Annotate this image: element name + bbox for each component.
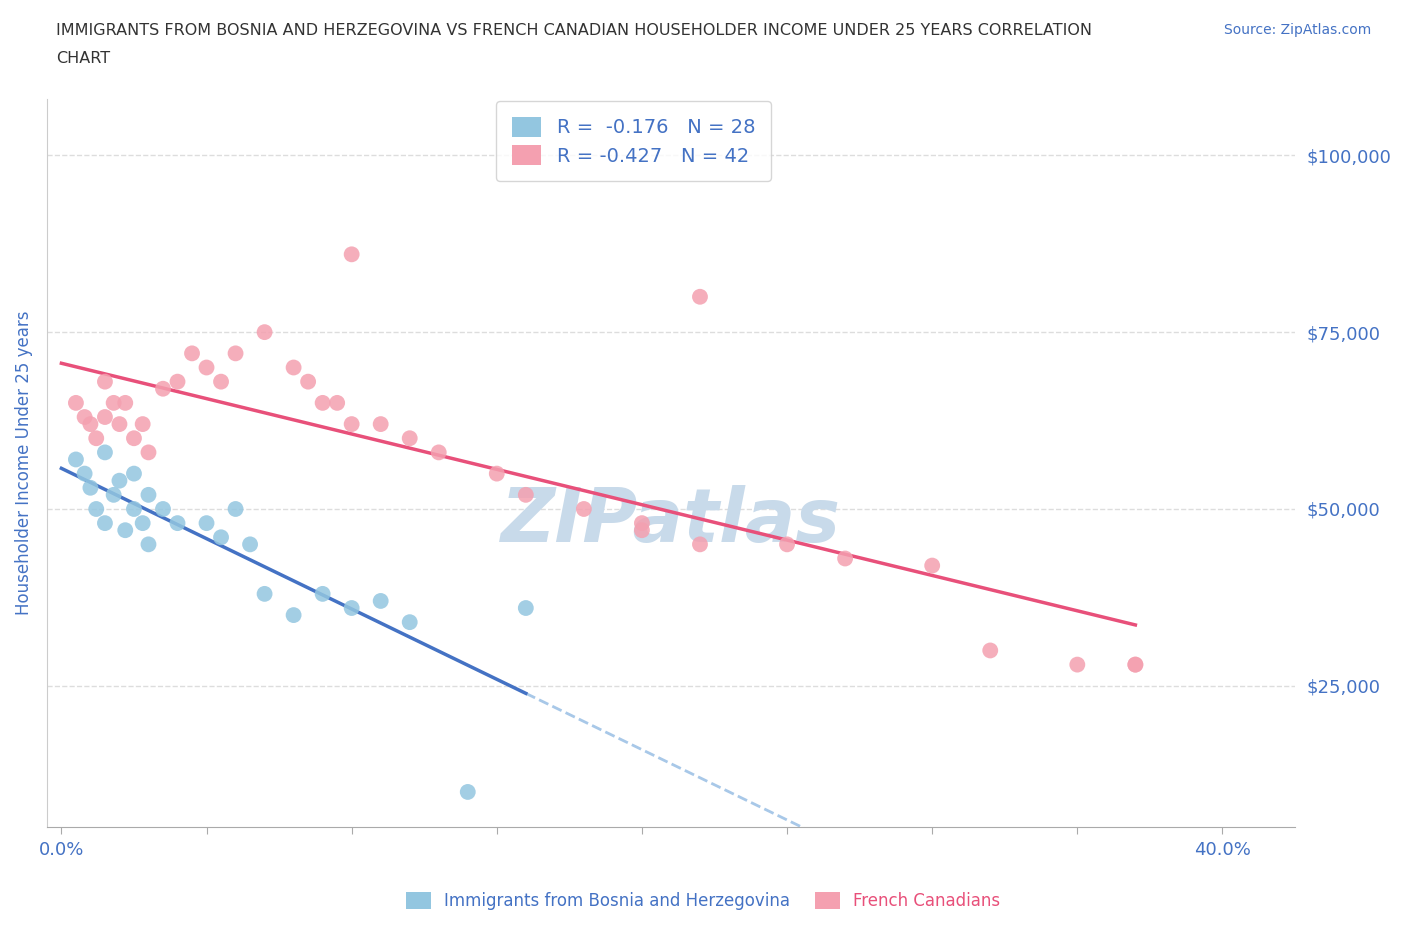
Point [689, 289, 711, 304]
Point [1125, 658, 1147, 672]
Point [427, 445, 450, 459]
Point [370, 593, 392, 608]
Point [73, 466, 96, 481]
Point [689, 537, 711, 551]
Point [122, 431, 145, 445]
Point [834, 551, 856, 566]
Text: CHART: CHART [56, 51, 110, 66]
Point [138, 537, 160, 551]
Point [1125, 658, 1147, 672]
Point [84, 501, 107, 516]
Point [253, 325, 276, 339]
Point [398, 431, 420, 445]
Point [515, 487, 537, 502]
Point [457, 785, 479, 800]
Point [131, 417, 153, 432]
Point [921, 558, 943, 573]
Point [979, 643, 1001, 658]
Point [326, 395, 349, 410]
Point [370, 417, 392, 432]
Point [209, 374, 232, 389]
Legend: R =  -0.176   N = 28, R = -0.427   N = 42: R = -0.176 N = 28, R = -0.427 N = 42 [496, 101, 770, 181]
Point [73, 409, 96, 424]
Point [311, 395, 333, 410]
Text: Source: ZipAtlas.com: Source: ZipAtlas.com [1223, 23, 1371, 37]
Point [84, 431, 107, 445]
Point [138, 445, 160, 459]
Point [631, 516, 654, 531]
Point [1066, 658, 1088, 672]
Point [65, 452, 87, 467]
Point [152, 501, 174, 516]
Point [79, 417, 101, 432]
Point [79, 480, 101, 495]
Point [94, 409, 117, 424]
Point [283, 360, 305, 375]
Point [181, 346, 204, 361]
Point [131, 516, 153, 531]
Point [515, 601, 537, 616]
Point [166, 516, 188, 531]
Point [485, 466, 508, 481]
Point [572, 501, 595, 516]
Point [138, 487, 160, 502]
Point [225, 501, 247, 516]
Point [103, 487, 125, 502]
Point [195, 360, 218, 375]
Point [122, 501, 145, 516]
Point [108, 417, 131, 432]
Point [253, 587, 276, 602]
Point [94, 374, 117, 389]
Point [340, 246, 363, 261]
Point [152, 381, 174, 396]
Point [195, 516, 218, 531]
Point [122, 466, 145, 481]
Y-axis label: Householder Income Under 25 years: Householder Income Under 25 years [15, 311, 32, 616]
Point [166, 374, 188, 389]
Text: ZIPatlas: ZIPatlas [501, 485, 841, 558]
Point [776, 537, 799, 551]
Point [65, 395, 87, 410]
Point [225, 346, 247, 361]
Point [340, 417, 363, 432]
Point [209, 530, 232, 545]
Point [340, 601, 363, 616]
Point [311, 587, 333, 602]
Point [631, 523, 654, 538]
Point [108, 473, 131, 488]
Point [94, 445, 117, 459]
Point [398, 615, 420, 630]
Point [283, 607, 305, 622]
Text: IMMIGRANTS FROM BOSNIA AND HERZEGOVINA VS FRENCH CANADIAN HOUSEHOLDER INCOME UND: IMMIGRANTS FROM BOSNIA AND HERZEGOVINA V… [56, 23, 1092, 38]
Point [114, 395, 136, 410]
Point [103, 395, 125, 410]
Point [239, 537, 262, 551]
Point [114, 523, 136, 538]
Point [94, 516, 117, 531]
Legend: Immigrants from Bosnia and Herzegovina, French Canadians: Immigrants from Bosnia and Herzegovina, … [399, 885, 1007, 917]
Point [297, 374, 319, 389]
